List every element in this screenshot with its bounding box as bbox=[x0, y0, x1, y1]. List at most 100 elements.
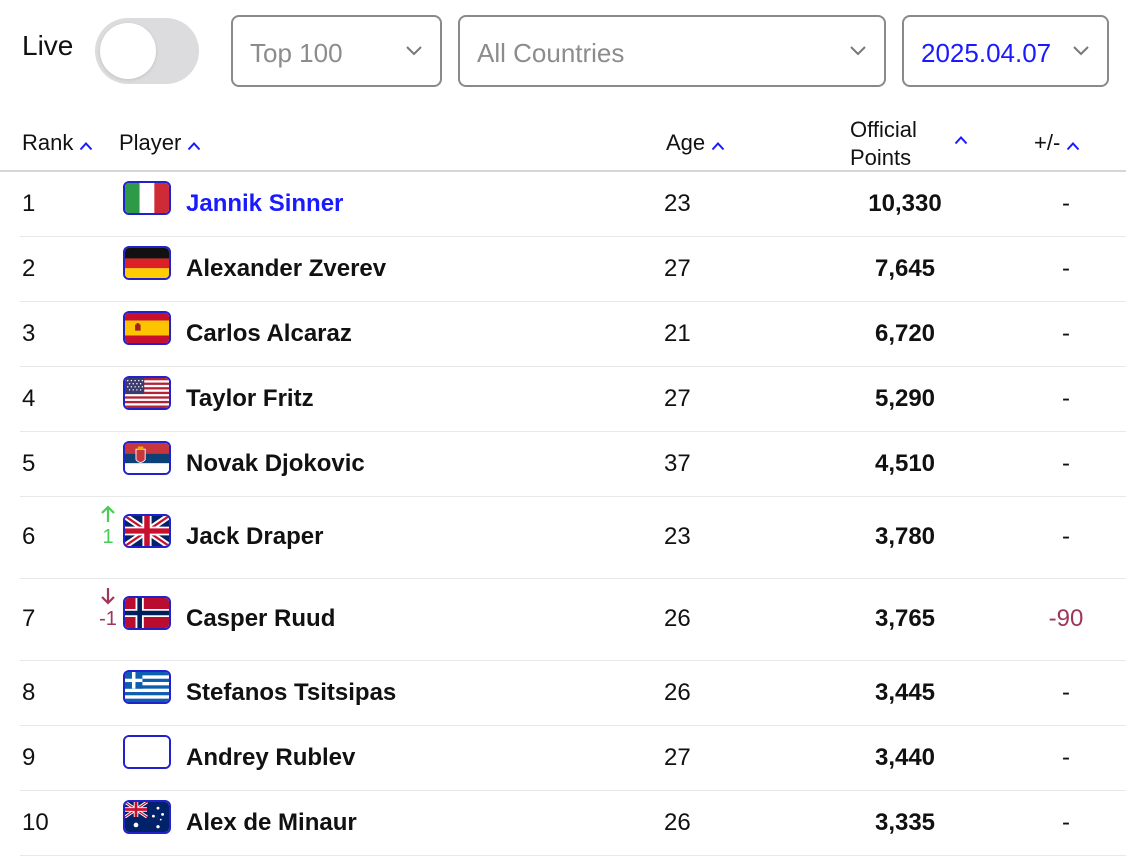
country-select[interactable]: All Countries bbox=[458, 15, 886, 87]
points-change-cell: - bbox=[1062, 809, 1070, 836]
rank-movement-value: 1 bbox=[102, 526, 114, 548]
chevron-down-icon bbox=[1071, 41, 1091, 61]
player-name-link[interactable]: Casper Ruud bbox=[186, 605, 336, 632]
points-header-line2: Points bbox=[850, 145, 912, 170]
sort-up-icon[interactable] bbox=[187, 131, 201, 157]
points-change-cell: - bbox=[1062, 450, 1070, 477]
points-cell: 4,510 bbox=[874, 450, 936, 477]
table-row[interactable]: 10 Alex de Minaur 26 3,335 - bbox=[20, 791, 1126, 856]
points-cell: 5,290 bbox=[874, 385, 936, 412]
change-header-label: +/- bbox=[1034, 130, 1061, 155]
date-select-value: 2025.04.07 bbox=[921, 38, 1052, 68]
norway-flag-icon bbox=[123, 596, 171, 630]
points-change-cell: - bbox=[1062, 320, 1070, 347]
points-cell: 6,720 bbox=[874, 320, 936, 347]
points-header-line1: Official bbox=[850, 117, 917, 142]
player-name-link[interactable]: Alex de Minaur bbox=[186, 809, 357, 836]
sort-up-icon[interactable] bbox=[79, 131, 93, 157]
sort-up-icon[interactable] bbox=[1066, 131, 1080, 157]
rank-cell: 4 bbox=[22, 385, 36, 412]
points-cell: 7,645 bbox=[874, 255, 936, 282]
age-cell: 21 bbox=[664, 320, 691, 347]
rank-cell: 6 bbox=[22, 523, 36, 550]
points-change-cell: - bbox=[1062, 385, 1070, 412]
country-select-value: All Countries bbox=[477, 38, 625, 68]
points-cell: 3,445 bbox=[874, 679, 936, 706]
date-select[interactable]: 2025.04.07 bbox=[902, 15, 1109, 87]
age-cell: 26 bbox=[664, 679, 691, 706]
table-row[interactable]: 8 Stefanos Tsitsipas 26 3,445 - bbox=[20, 661, 1126, 726]
table-row[interactable]: 4 Taylor Fritz 27 5,290 - bbox=[20, 367, 1126, 432]
player-name-link[interactable]: Jannik Sinner bbox=[186, 190, 344, 217]
player-name-link[interactable]: Novak Djokovic bbox=[186, 450, 365, 477]
chevron-down-icon bbox=[404, 41, 424, 61]
rank-movement-value: -1 bbox=[99, 608, 117, 630]
rank-header-label: Rank bbox=[22, 130, 74, 155]
age-cell: 23 bbox=[664, 523, 691, 550]
rank-cell: 3 bbox=[22, 320, 36, 347]
rankings-table: Rank Player Age Official Points +/- 1 Jann… bbox=[0, 108, 1126, 856]
rank-cell: 9 bbox=[22, 744, 36, 771]
germany-flag-icon bbox=[123, 246, 171, 280]
table-row[interactable]: 5 Novak Djokovic 37 4,510 - bbox=[20, 432, 1126, 497]
points-change-cell: - bbox=[1062, 523, 1070, 550]
age-cell: 23 bbox=[664, 190, 691, 217]
points-column-header[interactable]: Official Points bbox=[850, 116, 917, 172]
points-change-cell: -90 bbox=[1048, 605, 1084, 632]
player-column-header[interactable]: Player bbox=[119, 130, 201, 157]
rank-cell: 10 bbox=[22, 809, 49, 836]
table-row[interactable]: 2 Alexander Zverev 27 7,645 - bbox=[20, 237, 1126, 302]
spain-flag-icon bbox=[123, 311, 171, 345]
points-change-cell: - bbox=[1062, 255, 1070, 282]
range-select-value: Top 100 bbox=[250, 38, 343, 68]
chevron-down-icon bbox=[848, 41, 868, 61]
player-name-link[interactable]: Stefanos Tsitsipas bbox=[186, 679, 397, 706]
table-row[interactable]: 3 Carlos Alcaraz 21 6,720 - bbox=[20, 302, 1126, 367]
table-row[interactable]: 6 1 Jack Draper 23 3,780 - bbox=[20, 497, 1126, 579]
arrow-up-icon bbox=[96, 504, 120, 524]
rank-up-indicator: 1 bbox=[96, 504, 120, 549]
points-cell: 3,780 bbox=[874, 523, 936, 550]
usa-flag-icon bbox=[123, 376, 171, 410]
player-name-link[interactable]: Andrey Rublev bbox=[186, 744, 356, 771]
rank-cell: 7 bbox=[22, 605, 36, 632]
player-name-link[interactable]: Carlos Alcaraz bbox=[186, 320, 352, 347]
rank-column-header[interactable]: Rank bbox=[22, 130, 93, 157]
sort-up-icon[interactable] bbox=[954, 132, 968, 150]
rank-cell: 5 bbox=[22, 450, 36, 477]
australia-flag-icon bbox=[123, 800, 171, 834]
table-row[interactable]: 9 Andrey Rublev 27 3,440 - bbox=[20, 726, 1126, 791]
table-row[interactable]: 7 -1 Casper Ruud 26 3,765 -90 bbox=[20, 579, 1126, 661]
sort-up-icon[interactable] bbox=[711, 131, 725, 157]
points-cell: 10,330 bbox=[868, 190, 942, 217]
age-cell: 26 bbox=[664, 809, 691, 836]
age-cell: 27 bbox=[664, 385, 691, 412]
points-cell: 3,765 bbox=[874, 605, 936, 632]
change-column-header[interactable]: +/- bbox=[1034, 130, 1080, 157]
greece-flag-icon bbox=[123, 670, 171, 704]
italy-flag-icon bbox=[123, 181, 171, 215]
age-cell: 37 bbox=[664, 450, 691, 477]
age-column-header[interactable]: Age bbox=[666, 130, 725, 157]
player-name-link[interactable]: Alexander Zverev bbox=[186, 255, 387, 282]
age-cell: 27 bbox=[664, 255, 691, 282]
player-name-link[interactable]: Jack Draper bbox=[186, 523, 324, 550]
uk-flag-icon bbox=[123, 514, 171, 548]
filter-bar: Live Top 100 All Countries 2025.04.07 bbox=[0, 0, 1126, 100]
rank-cell: 2 bbox=[22, 255, 36, 282]
points-change-cell: - bbox=[1062, 679, 1070, 706]
live-label: Live bbox=[22, 30, 74, 61]
age-header-label: Age bbox=[666, 130, 706, 155]
points-cell: 3,440 bbox=[874, 744, 936, 771]
age-cell: 27 bbox=[664, 744, 691, 771]
live-toggle[interactable] bbox=[95, 18, 199, 84]
serbia-flag-icon bbox=[123, 441, 171, 475]
player-name-link[interactable]: Taylor Fritz bbox=[186, 385, 314, 412]
rank-cell: 1 bbox=[22, 190, 36, 217]
table-header: Rank Player Age Official Points +/- bbox=[0, 108, 1126, 172]
range-select[interactable]: Top 100 bbox=[231, 15, 442, 87]
blank-flag-icon bbox=[123, 735, 171, 769]
table-row[interactable]: 1 Jannik Sinner 23 10,330 - bbox=[20, 172, 1126, 237]
rank-down-indicator: -1 bbox=[96, 586, 120, 631]
points-change-cell: - bbox=[1062, 190, 1070, 217]
